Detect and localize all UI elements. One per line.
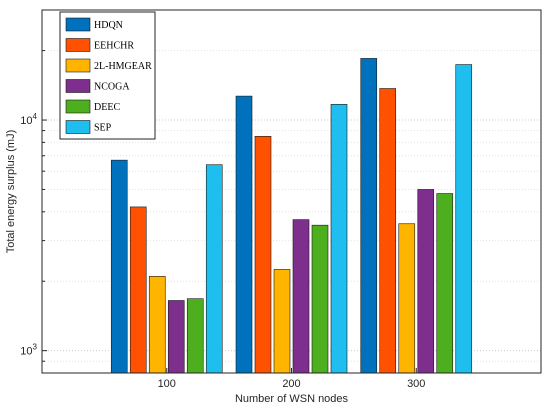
bar-sep-300 [455, 64, 473, 374]
bar-eehchr-200 [254, 136, 272, 374]
bar-2l-hmgear-100 [148, 276, 166, 374]
bar-ncoga-100 [167, 300, 185, 374]
bar-hdqn-100 [110, 159, 128, 374]
legend-swatch-eehchr [65, 38, 91, 52]
x-tick-label: 300 [407, 378, 425, 390]
legend-label-sep: SEP [94, 123, 112, 134]
bar-ncoga-200 [292, 219, 310, 374]
x-axis-label: Number of WSN nodes [235, 393, 349, 405]
bar-eehchr-100 [129, 206, 147, 374]
legend-swatch-sep [65, 120, 91, 134]
bar-sep-200 [330, 104, 348, 374]
bar-2l-hmgear-200 [273, 269, 291, 374]
legend-label-deec: DEEC [94, 102, 120, 113]
bar-hdqn-300 [360, 58, 378, 374]
y-axis-label: Total energy surplus (mJ) [5, 130, 17, 254]
legend-label-eehchr: EEHCHR [94, 41, 134, 52]
bar-deec-300 [436, 193, 454, 374]
legend-label-ncoga: NCOGA [94, 82, 130, 93]
bar-deec-100 [186, 298, 204, 374]
y-tick-label: 104 [20, 112, 37, 127]
y-tick-label: 103 [20, 343, 37, 358]
bar-hdqn-200 [235, 95, 253, 374]
legend: HDQN EEHCHR 2L-HMGEAR NCOGA DEEC SEP [59, 11, 156, 140]
bar-deec-200 [311, 224, 329, 374]
legend-swatch-2l-hmgear [65, 58, 91, 73]
x-tick-label: 200 [282, 378, 300, 390]
legend-swatch-ncoga [65, 79, 91, 93]
legend-swatch-deec [65, 99, 91, 114]
bar-sep-100 [205, 164, 223, 374]
legend-box [59, 11, 156, 140]
legend-swatch-hdqn [65, 17, 91, 32]
x-tick-label: 100 [158, 378, 176, 390]
bars [110, 58, 473, 374]
bar-eehchr-300 [379, 88, 397, 374]
bar-ncoga-300 [417, 189, 435, 374]
axis-ticks: 103 104 100 200 300 [20, 9, 425, 390]
legend-label-hdqn: HDQN [94, 20, 123, 31]
bar-2l-hmgear-300 [398, 223, 416, 374]
legend-label-2l-hmgear: 2L-HMGEAR [94, 61, 152, 72]
